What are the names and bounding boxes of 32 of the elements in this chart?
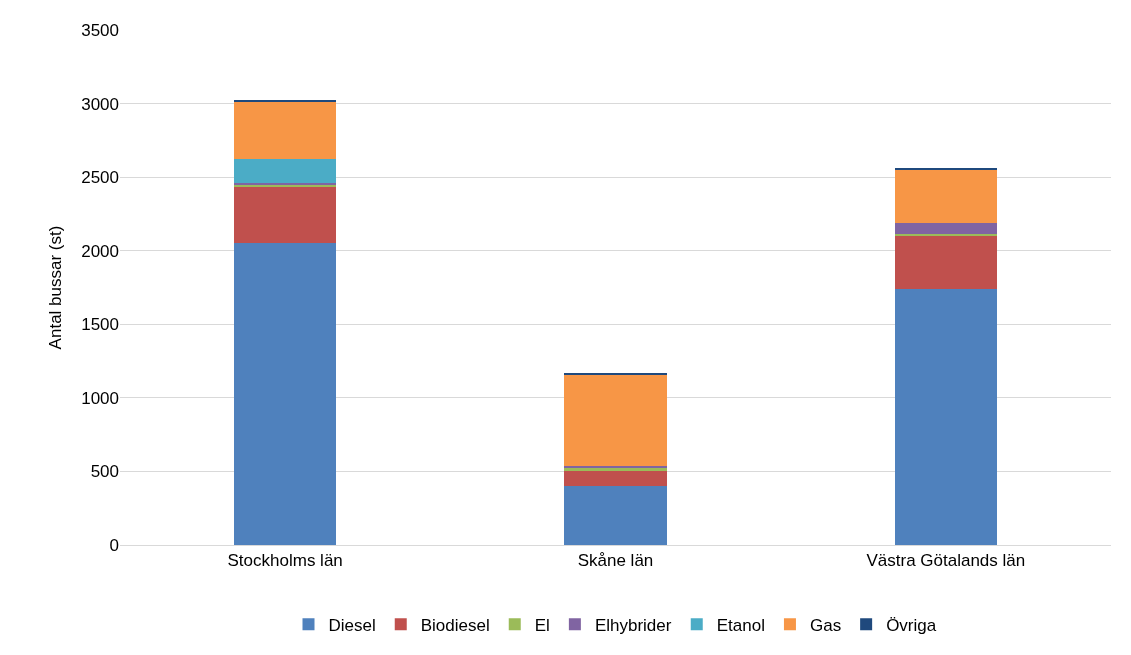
- bar: [894, 233, 998, 236]
- y-tick-label: 0: [109, 535, 119, 555]
- bar: [564, 374, 667, 466]
- bar: [894, 236, 998, 289]
- x-tick-label: Skåne län: [577, 551, 654, 571]
- y-tick-label: 2000: [81, 241, 119, 261]
- y-tick-label: 3500: [81, 20, 119, 40]
- y-tick-label: 2500: [81, 168, 119, 188]
- bar: [894, 288, 998, 545]
- bar: [564, 486, 667, 545]
- legend-label: Gas: [809, 615, 842, 635]
- bar: [233, 187, 337, 244]
- bar: [233, 243, 337, 545]
- bar: [894, 169, 998, 224]
- legend-label: Etanol: [716, 615, 765, 635]
- bar: [564, 372, 667, 375]
- legend-label: El: [534, 615, 550, 635]
- bar: [564, 471, 667, 487]
- bar: [233, 158, 337, 184]
- y-tick-label: 3000: [81, 94, 119, 114]
- y-tick-label: 1500: [81, 315, 119, 335]
- x-tick-label: Stockholms län: [227, 551, 343, 571]
- legend-label: Elhybrider: [594, 615, 672, 635]
- y-tick-label: 1000: [81, 388, 119, 408]
- bar: [894, 223, 998, 234]
- legend-label: Diesel: [328, 615, 376, 635]
- legend-label: Övriga: [886, 615, 937, 635]
- bar: [233, 101, 337, 159]
- legend-label: Biodiesel: [420, 615, 490, 635]
- y-axis-title: Antal bussar (st): [45, 225, 65, 350]
- x-tick-label: Västra Götalands län: [866, 551, 1026, 571]
- y-tick-label: 500: [90, 462, 119, 482]
